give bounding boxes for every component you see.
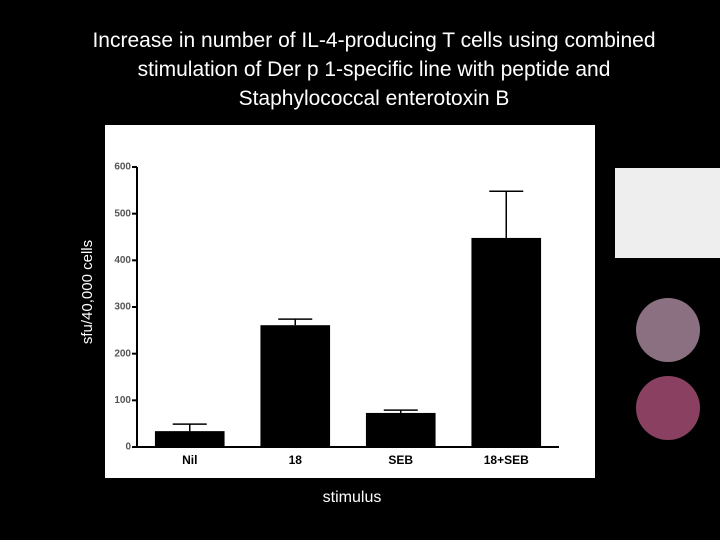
y-tick-label: 0 bbox=[125, 442, 131, 453]
decoration bbox=[615, 168, 720, 440]
y-tick-label: 300 bbox=[114, 302, 131, 313]
x-tick-label: 18 bbox=[289, 453, 303, 467]
bar bbox=[154, 431, 225, 447]
cell-image bbox=[636, 376, 700, 440]
y-axis-label: sfu/40,000 cells bbox=[79, 240, 96, 344]
y-tick-label: 100 bbox=[114, 395, 131, 406]
y-tick-label: 500 bbox=[114, 208, 131, 219]
bar bbox=[365, 412, 436, 447]
x-tick-label: 18+SEB bbox=[484, 453, 529, 467]
x-axis-label: stimulus bbox=[323, 489, 382, 506]
y-tick-label: 200 bbox=[114, 348, 131, 359]
x-tick-label: Nil bbox=[182, 453, 197, 467]
cell-image bbox=[636, 298, 700, 362]
x-tick-label: SEB bbox=[388, 453, 413, 467]
bar bbox=[471, 237, 542, 447]
chart-title: Increase in number of IL-4-producing T c… bbox=[92, 29, 656, 110]
y-tick-label: 600 bbox=[114, 162, 131, 173]
thumbnail-grid bbox=[615, 168, 720, 258]
y-tick-label: 400 bbox=[114, 255, 131, 266]
bar bbox=[260, 325, 331, 447]
